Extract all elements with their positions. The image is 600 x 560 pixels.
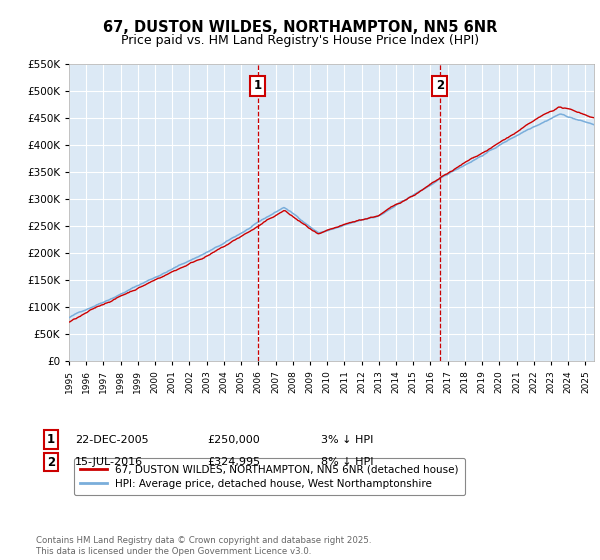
Text: 1: 1 — [47, 433, 55, 446]
Text: £324,995: £324,995 — [207, 457, 260, 467]
Text: 67, DUSTON WILDES, NORTHAMPTON, NN5 6NR: 67, DUSTON WILDES, NORTHAMPTON, NN5 6NR — [103, 20, 497, 35]
Text: 8% ↓ HPI: 8% ↓ HPI — [321, 457, 373, 467]
Text: 3% ↓ HPI: 3% ↓ HPI — [321, 435, 373, 445]
Text: 22-DEC-2005: 22-DEC-2005 — [75, 435, 149, 445]
Text: 1: 1 — [254, 80, 262, 92]
Legend: 67, DUSTON WILDES, NORTHAMPTON, NN5 6NR (detached house), HPI: Average price, de: 67, DUSTON WILDES, NORTHAMPTON, NN5 6NR … — [74, 459, 464, 495]
Text: Contains HM Land Registry data © Crown copyright and database right 2025.
This d: Contains HM Land Registry data © Crown c… — [36, 536, 371, 556]
Text: Price paid vs. HM Land Registry's House Price Index (HPI): Price paid vs. HM Land Registry's House … — [121, 34, 479, 46]
Text: 2: 2 — [436, 80, 444, 92]
Text: £250,000: £250,000 — [207, 435, 260, 445]
Text: 2: 2 — [47, 455, 55, 469]
Text: 15-JUL-2016: 15-JUL-2016 — [75, 457, 143, 467]
